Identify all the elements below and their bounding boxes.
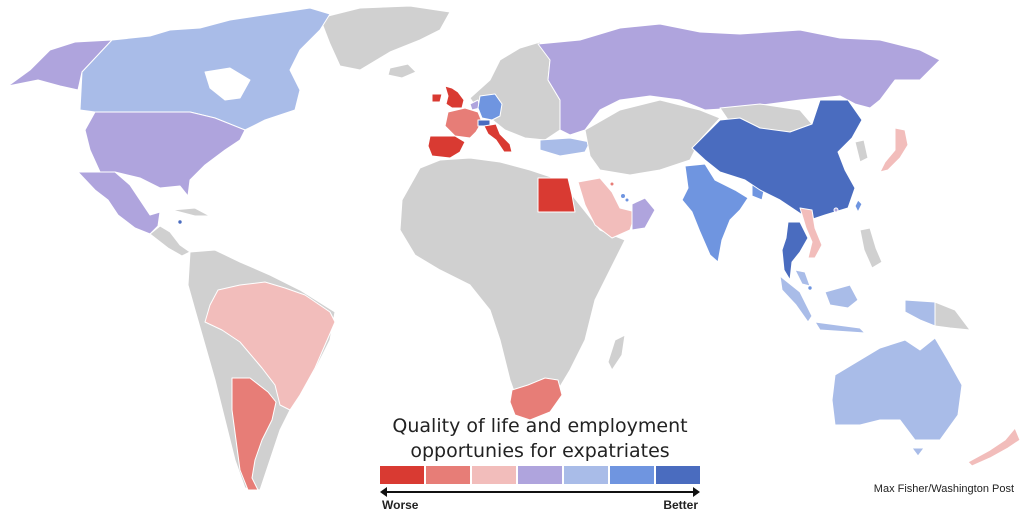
country-hong-kong xyxy=(833,207,839,213)
arrow-left-icon xyxy=(380,487,387,497)
legend-swatch-7 xyxy=(656,466,700,484)
country-tasmania xyxy=(911,447,925,457)
country-iceland xyxy=(387,63,417,79)
country-china xyxy=(691,99,863,221)
country-taiwan xyxy=(854,199,863,213)
country-thailand xyxy=(781,221,809,281)
country-greenland xyxy=(319,5,451,71)
country-philippines xyxy=(859,227,883,269)
country-south-africa xyxy=(509,377,563,421)
country-japan xyxy=(879,127,909,173)
country-united-states xyxy=(84,111,246,197)
country-indonesia xyxy=(779,275,936,334)
country-spain xyxy=(427,135,466,159)
country-new-zealand xyxy=(967,427,1021,467)
region-central-america xyxy=(149,225,191,257)
country-turkey xyxy=(539,137,591,157)
region-central-asia xyxy=(584,99,721,176)
legend-title-line-1: Quality of life and employment xyxy=(392,415,688,437)
country-madagascar xyxy=(607,334,626,371)
legend-double-arrow xyxy=(380,487,700,497)
legend-title-line-2: opportunies for expatriates xyxy=(410,440,670,462)
country-korea xyxy=(854,139,869,163)
country-vietnam xyxy=(799,207,823,259)
arrow-right-icon xyxy=(693,487,700,497)
legend: Quality of life and employment opportuni… xyxy=(380,414,700,512)
legend-swatch-3 xyxy=(472,466,516,484)
legend-swatch-6 xyxy=(610,466,654,484)
country-cuba xyxy=(171,207,211,217)
country-papua-new-guinea xyxy=(934,301,971,331)
country-singapore xyxy=(807,285,813,291)
legend-swatch-5 xyxy=(564,466,608,484)
country-italy xyxy=(483,123,513,153)
country-mexico xyxy=(77,171,161,235)
region-africa xyxy=(399,157,626,411)
legend-color-scale xyxy=(380,466,700,484)
legend-swatch-1 xyxy=(380,466,424,484)
country-cayman-islands xyxy=(177,219,183,225)
country-oman xyxy=(631,197,656,231)
country-argentina xyxy=(231,377,277,491)
country-france xyxy=(444,107,483,139)
country-india xyxy=(681,163,749,263)
country-egypt xyxy=(537,177,576,213)
legend-high-label: Better xyxy=(663,498,698,512)
legend-swatch-4 xyxy=(518,466,562,484)
country-brazil xyxy=(204,281,336,411)
country-russia xyxy=(537,23,941,136)
country-kuwait xyxy=(609,181,615,187)
legend-low-label: Worse xyxy=(382,498,419,512)
country-malaysia xyxy=(794,269,811,287)
legend-swatch-2 xyxy=(426,466,470,484)
country-qatar xyxy=(620,193,626,199)
country-bahrain xyxy=(624,197,630,203)
country-united-kingdom xyxy=(431,85,465,109)
country-germany xyxy=(477,93,503,121)
source-credit: Max Fisher/Washington Post xyxy=(873,483,1014,495)
country-australia xyxy=(831,337,963,441)
